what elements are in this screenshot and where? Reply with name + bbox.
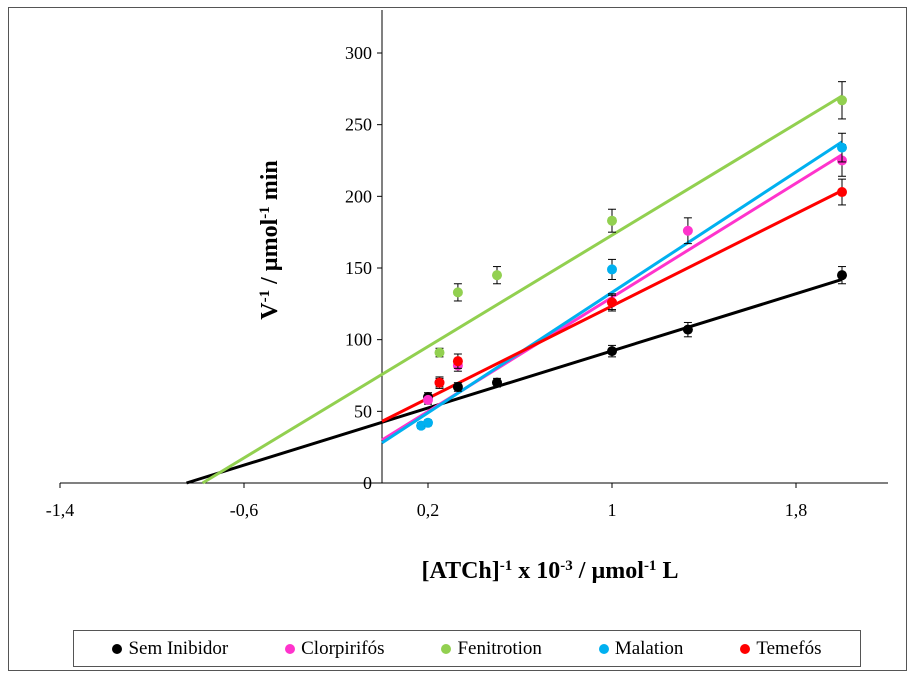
legend-label: Malation [614,637,684,659]
y-tick-label: 150 [345,258,372,278]
data-point-sem-inibidor [837,270,847,281]
y-tick-label: 300 [345,43,372,63]
legend-marker [112,643,123,654]
legend-item-clorpirifos: Clorpirifós [285,637,385,660]
chart-legend: Sem Inibidor Clorpirifós Fenitrotion Mal… [73,630,861,667]
x-tick-label: -0,6 [230,500,259,520]
x-tick-label: 0,2 [417,500,440,520]
data-point-temef-s [452,356,463,367]
legend-label: Fenitrotion [457,637,542,659]
data-point-malation [837,142,847,153]
x-tick-label: -1,4 [46,500,75,520]
data-point-temef-s [607,297,617,308]
fit-line-malation [381,140,843,445]
legend-item-sem-inibidor: Sem Inibidor [112,638,228,660]
x-axis-title: [ATCh]-1 x 10-3 / µmol-1 L [422,558,679,584]
data-point-sem-inibidor [607,346,617,357]
legend-marker [598,643,609,654]
legend-label: Temefós [756,637,822,659]
legend-item-malation: Malation [598,637,684,660]
data-point-clorpirif-s [423,394,433,405]
data-point-sem-inibidor [682,324,693,335]
y-tick-label: 250 [345,115,372,135]
data-point-fenitrotion [434,347,445,358]
legend-label: Sem Inibidor [128,637,229,659]
legend-item-fenitrotion: Fenitrotion [441,637,542,660]
legend-item-temefos: Temefós [740,637,822,660]
x-tick-label: 1 [608,500,617,520]
data-point-temef-s [434,377,445,388]
legend-marker [285,643,296,654]
fit-line-fenitrotion [201,94,843,485]
data-point-sem-inibidor [492,377,502,388]
chart-frame [8,7,907,671]
fit-line-sem-inibidor [186,278,843,485]
data-point-fenitrotion [607,215,617,226]
y-tick-label: 100 [345,330,372,350]
y-axis-title: V-1 / µmol-1 min [257,160,283,320]
y-tick-label: 50 [354,401,372,421]
data-point-malation [607,264,617,275]
legend-marker [740,643,751,654]
data-point-fenitrotion [492,270,502,281]
data-point-malation [423,417,433,428]
data-point-fenitrotion [837,95,847,106]
y-tick-label: 0 [363,473,372,493]
legend-label: Clorpirifós [301,637,385,659]
data-point-clorpirif-s [682,225,693,236]
data-point-fenitrotion [452,287,463,298]
legend-marker [441,643,452,654]
data-point-temef-s [837,187,847,198]
x-tick-label: 1,8 [785,500,808,520]
data-point-sem-inibidor [452,381,463,392]
y-tick-label: 200 [345,186,372,206]
